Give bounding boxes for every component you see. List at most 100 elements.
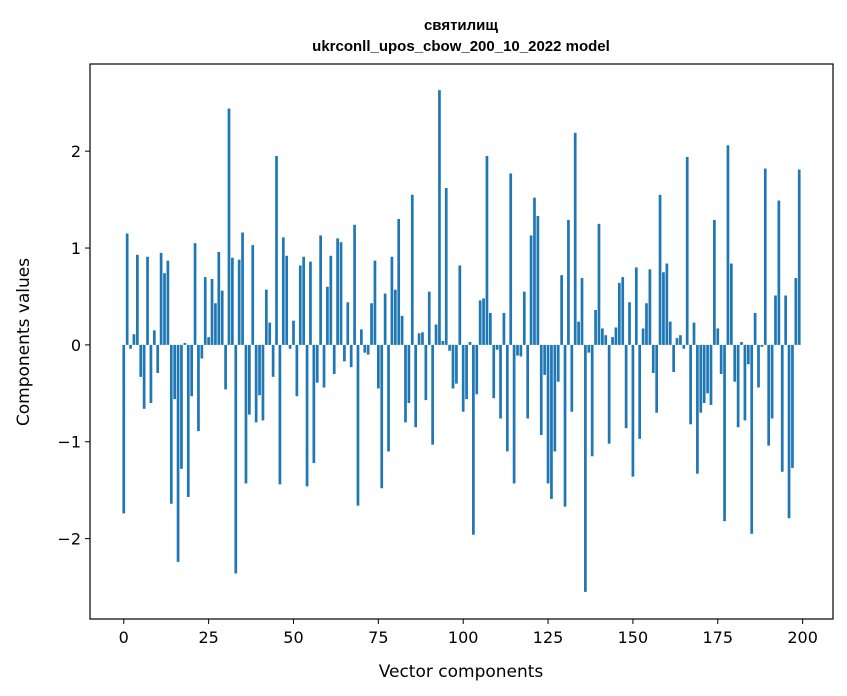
bar [543,344,547,375]
bar [397,218,401,345]
bar [210,279,214,345]
bar [577,321,580,345]
bar [305,344,309,487]
bar [526,344,530,419]
bar [726,145,730,345]
bar [139,344,143,377]
bar [322,344,326,388]
bar [356,344,360,506]
bar [312,344,316,464]
bar [478,300,482,345]
bar [495,344,499,350]
bar [407,344,411,404]
bar [458,265,462,345]
y-axis-label: Components values [14,258,34,426]
bar [169,344,173,504]
bar [662,272,665,345]
bar [689,344,692,425]
y-axis-ticks: −2 −1 0 1 2 [57,142,90,549]
bar [740,341,743,345]
bar [319,235,322,345]
bar [648,269,652,345]
bar [251,245,255,345]
bar [573,132,577,345]
bar [122,344,126,514]
bar [275,156,278,345]
bar [522,291,526,345]
bar [468,341,472,345]
bar [641,328,645,345]
bar [560,275,563,345]
bar [753,312,757,345]
y-tick-label: 1 [71,239,81,258]
bar [533,197,536,345]
bar [180,344,183,469]
bar [268,322,272,345]
bar [621,277,625,345]
bar [244,344,248,484]
bar [556,344,560,382]
bar [482,298,485,345]
bar [132,334,136,345]
bar [797,169,801,345]
bar [427,291,431,345]
bar [757,344,760,388]
bar [492,344,496,399]
bar [135,254,139,345]
plot-frame [89,63,834,620]
bar [380,344,384,489]
bar [455,344,458,384]
bar [176,344,180,562]
bar [719,344,723,374]
bar [597,223,601,345]
bar [784,295,788,345]
bar [349,344,353,368]
bar [387,344,390,452]
bar [227,108,231,345]
bar [142,344,146,409]
bar [417,333,421,345]
x-tick-label: 125 [533,628,564,647]
bar [672,344,675,373]
bar [390,256,394,345]
bar [326,286,329,345]
bar [465,344,468,400]
bar [658,194,662,345]
bar [271,344,275,377]
bars-group [122,90,801,592]
bar [590,344,594,457]
bar [502,312,506,345]
bar [366,344,370,355]
bar [760,344,764,347]
bar [604,335,608,345]
bar [190,344,194,397]
bar [770,344,774,419]
bar [129,344,132,349]
bar [231,257,234,345]
bar [278,344,282,485]
bar [438,90,441,345]
bar [431,344,435,445]
bar [237,259,241,345]
bar [570,344,574,412]
bar [512,344,516,484]
bar [794,278,798,345]
bar [763,168,767,345]
bar [125,233,129,345]
bar [159,252,163,345]
bar [587,344,591,353]
bar [451,344,455,389]
bar [729,263,733,345]
bar [529,235,533,345]
bar [258,344,261,396]
bar [336,238,339,345]
bar [668,321,672,345]
bar [651,344,655,373]
x-tick-label: 25 [198,628,218,647]
bar [281,237,285,345]
bar [444,187,448,345]
bar [563,344,567,507]
y-tick-label: −1 [57,433,81,452]
bar [736,344,740,428]
bar [519,344,523,357]
